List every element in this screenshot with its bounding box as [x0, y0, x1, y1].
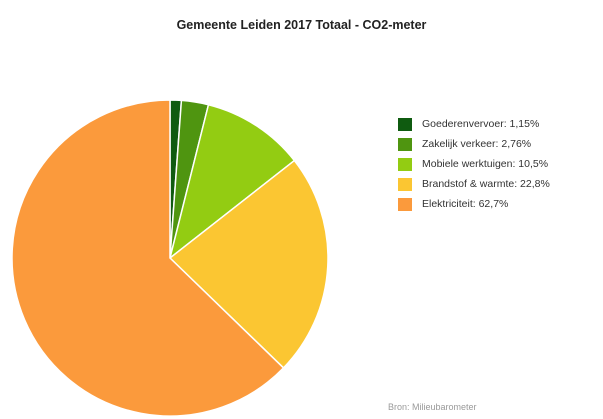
- legend-swatch-3: [398, 177, 412, 191]
- legend-label-3: Brandstof & warmte: 22,8%: [422, 178, 550, 190]
- pie-slice-2: [168, 103, 296, 260]
- legend-label-2: Mobiele werktuigen: 10,5%: [422, 158, 549, 170]
- pie-slice-4: [11, 99, 285, 417]
- legend: Goederenvervoer: 1,15% Zakelijk verkeer: …: [398, 114, 550, 214]
- pie-slice-3: [168, 159, 329, 369]
- legend-item-1: Zakelijk verkeer: 2,76%: [398, 134, 550, 154]
- legend-item-4: Elektriciteit: 62,7%: [398, 194, 550, 214]
- legend-label-4: Elektriciteit: 62,7%: [422, 198, 509, 210]
- chart-title: Gemeente Leiden 2017 Totaal - CO2-meter: [176, 18, 427, 32]
- legend-swatch-1: [398, 137, 412, 151]
- legend-item-2: Mobiele werktuigen: 10,5%: [398, 154, 550, 174]
- legend-label-0: Goederenvervoer: 1,15%: [422, 118, 540, 130]
- legend-swatch-4: [398, 197, 412, 211]
- source-note: Bron: Milieubarometer: [388, 402, 477, 412]
- legend-label-1: Zakelijk verkeer: 2,76%: [422, 138, 532, 150]
- legend-swatch-0: [398, 117, 412, 131]
- legend-item-3: Brandstof & warmte: 22,8%: [398, 174, 550, 194]
- legend-item-0: Goederenvervoer: 1,15%: [398, 114, 550, 134]
- legend-swatch-2: [398, 157, 412, 171]
- pie-slices: [11, 99, 329, 417]
